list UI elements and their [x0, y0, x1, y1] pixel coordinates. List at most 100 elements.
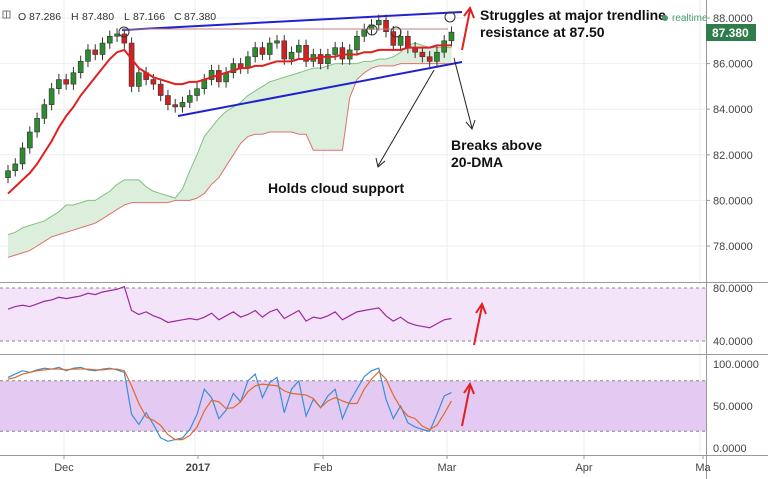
callout-arrows [375, 57, 476, 168]
candle-body [288, 51, 295, 60]
candle-body [426, 56, 433, 62]
stoch-band [0, 380, 706, 432]
time-axis-label: Feb [314, 462, 333, 474]
price-axis[interactable]: 88.0000 86.0000 84.0000 82.0000 80.0000 78.00… [706, 13, 759, 455]
cloud-span-a [7, 42, 452, 236]
candle-body [295, 45, 302, 53]
candle-body [208, 70, 215, 80]
ohlc-header: O 87.286 H 87.480 L 87.166 C 87.380 [2, 10, 216, 23]
pivot-circle [366, 24, 378, 36]
candle-body [194, 88, 200, 96]
stoch-axis-label: 100.0000 [713, 359, 759, 371]
price-axis-label: 78.0000 [713, 241, 753, 253]
candle-body [339, 47, 346, 60]
time-axis-label: Mar [438, 462, 457, 474]
ohlc-low-key: L [124, 11, 130, 23]
resistance-trendline[interactable] [121, 11, 463, 31]
stoch-axis-label: 50.0000 [713, 401, 753, 413]
stoch-up-arrow [461, 385, 471, 427]
candle-body [390, 31, 397, 46]
time-axis-label: 2017 [186, 462, 210, 474]
ohlc-low-value: 87.166 [133, 11, 165, 23]
annotation-resistance-line1: Struggles at major trendline [480, 7, 666, 23]
drawing-layer [118, 5, 487, 427]
pivot-circles [118, 11, 456, 38]
ohlc-open-value: 87.286 [29, 11, 61, 23]
last-price-badge [706, 24, 756, 41]
candle-body [136, 72, 142, 87]
realtime-dot-icon [662, 15, 668, 21]
candle-body [121, 33, 128, 44]
candle-body [375, 19, 382, 26]
rsi-line [7, 285, 452, 329]
pivot-circle [444, 11, 456, 23]
candle-body [259, 47, 266, 55]
stoch-axis-label: 0.0000 [713, 443, 747, 455]
annotation-dma-line1: Breaks above [451, 137, 542, 153]
dma-callout-arrow [453, 57, 473, 129]
candle-body [245, 56, 251, 69]
candle-body [325, 54, 331, 64]
ohlc-high-value: 87.480 [82, 11, 114, 23]
candle-body [70, 72, 77, 85]
arrowhead [475, 301, 487, 315]
candle-body [106, 35, 113, 44]
candle-body [12, 163, 19, 172]
candle-body [230, 63, 237, 74]
settings-icon[interactable] [2, 10, 11, 19]
price-axis-label: 82.0000 [713, 150, 753, 162]
candle-body [92, 49, 99, 55]
price-axis-label: 80.0000 [713, 195, 753, 207]
price-axis-label: 84.0000 [713, 104, 753, 116]
cloud-callout-arrow [377, 69, 435, 167]
rsi-axis-label: 80.0000 [713, 283, 753, 295]
candle-body [128, 42, 135, 87]
candle-body [361, 29, 368, 37]
candle-body [252, 47, 258, 58]
candle-body [434, 51, 440, 62]
arrowhead [463, 5, 475, 19]
annotation-dma-line2: 20-DMA [451, 154, 503, 170]
price-axis-label: 88.0000 [713, 13, 753, 25]
realtime-label: realtime [672, 13, 708, 24]
arrowhead [465, 119, 476, 130]
time-axis[interactable]: Dec 2017 Feb Mar Apr Ma [54, 455, 712, 474]
rsi-up-arrow [473, 305, 483, 346]
rsi-axis-label: 40.0000 [713, 336, 753, 348]
pivot-circle [118, 26, 130, 38]
candle-body [34, 118, 40, 133]
candle-body [27, 131, 33, 149]
pivot-circle [390, 26, 402, 38]
ichimoku-cloud [7, 42, 452, 258]
time-axis-label: Apr [575, 462, 592, 474]
candle-body [63, 79, 69, 85]
candle-body [19, 147, 26, 165]
candle-body [303, 45, 309, 62]
candle-body [448, 31, 455, 42]
candle-body [332, 47, 338, 55]
ohlc-high-key: H [71, 11, 79, 23]
candle-body [186, 95, 193, 103]
time-axis-label: Ma [695, 462, 711, 474]
candle-body [99, 42, 106, 55]
candle-body [114, 33, 120, 37]
stochastic-series [7, 366, 452, 442]
candle-body [397, 35, 404, 46]
candle-body [354, 35, 360, 51]
cloud-fill [8, 43, 452, 258]
last-price-tag: 87.380 [706, 24, 756, 41]
candle-body [274, 40, 280, 44]
rsi-series [7, 285, 452, 329]
candle-body [266, 42, 273, 55]
candle-body [165, 95, 171, 105]
ohlc-open-key: O [18, 11, 26, 23]
candle-body [281, 40, 288, 60]
candle-body [48, 88, 55, 105]
support-trendline[interactable] [177, 61, 463, 117]
candle-body [56, 79, 62, 89]
ohlc-close-key: C [174, 11, 182, 23]
candle-body [150, 79, 157, 85]
candle-body [85, 49, 91, 62]
ohlc-close-value: 87.380 [184, 11, 216, 23]
candle-body [41, 104, 48, 119]
